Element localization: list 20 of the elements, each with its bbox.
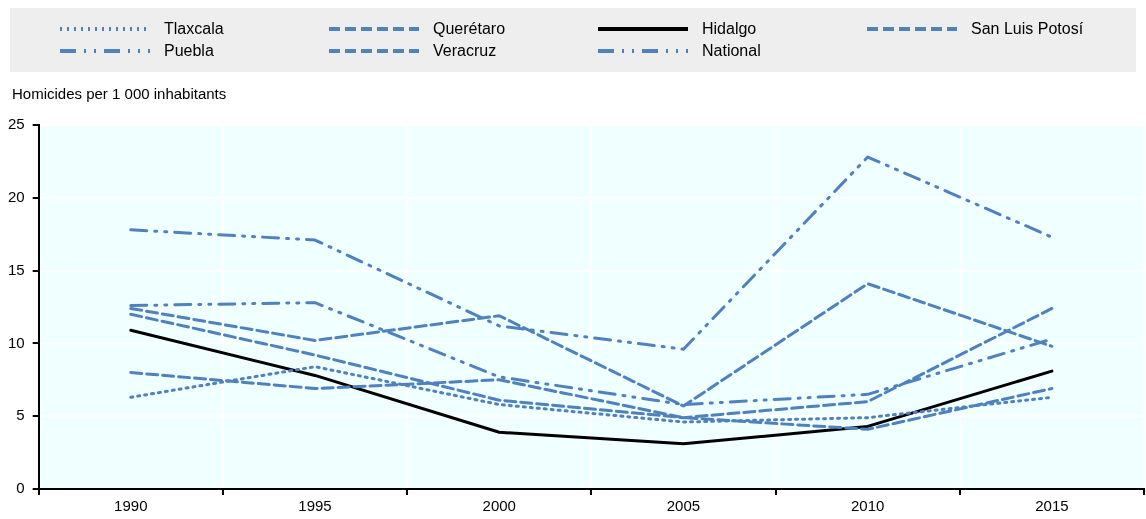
x-tick-label: 2010	[850, 497, 885, 515]
y-tick-label: 15	[8, 260, 25, 278]
y-axis-title: Homicides per 1 000 inhabitants	[12, 85, 227, 102]
legend-label: Veracruz	[433, 42, 497, 60]
legend-label: Tlaxcala	[164, 20, 224, 38]
y-tick-label: 25	[8, 115, 25, 133]
y-tick-label: 10	[8, 333, 25, 351]
y-tick-label: 20	[8, 187, 25, 205]
x-tick-label: 2000	[482, 497, 516, 515]
legend-label: San Luis Potosí	[971, 20, 1084, 38]
legend-label: National	[702, 42, 761, 60]
y-tick-label: 5	[16, 406, 25, 424]
legend-label: Hidalgo	[702, 20, 757, 38]
x-tick-label: 2015	[1035, 497, 1069, 515]
x-tick-label: 1990	[114, 497, 148, 515]
x-tick-label: 2005	[666, 497, 701, 515]
x-tick-label: 1995	[298, 497, 332, 515]
legend-label: Puebla	[164, 42, 214, 60]
legend-label: Querétaro	[433, 20, 506, 38]
y-tick-label: 0	[16, 479, 25, 497]
